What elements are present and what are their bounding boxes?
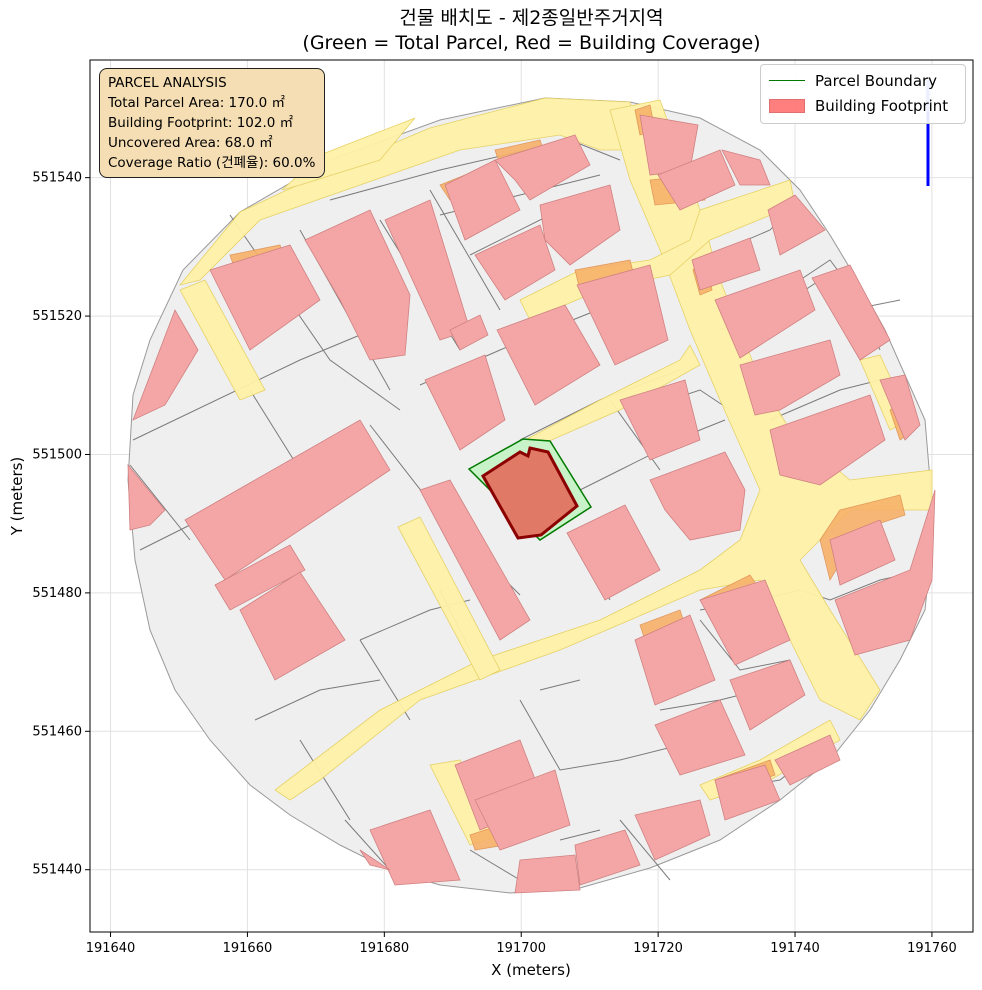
legend-item-parcel-boundary: Parcel Boundary bbox=[769, 68, 957, 93]
map-layers bbox=[127, 76, 936, 894]
x-ticks: 191640 191660 191680 191700 191720 191740 1917… bbox=[86, 932, 957, 956]
x-tick-label: 191680 bbox=[360, 941, 410, 956]
info-total-parcel-area: Total Parcel Area: 170.0 ㎡ bbox=[108, 95, 285, 111]
parcel-analysis-box: PARCEL ANALYSIS Total Parcel Area: 170.0… bbox=[99, 68, 325, 178]
buildings bbox=[127, 114, 936, 894]
legend: Parcel Boundary Building Footprint bbox=[760, 64, 966, 124]
x-tick-label: 191640 bbox=[86, 941, 136, 956]
info-coverage-ratio: Coverage Ratio (건폐율): 60.0% bbox=[108, 155, 316, 171]
y-ticks: 551440 551460 551480 551500 551520 551540 bbox=[32, 171, 90, 878]
legend-patch-swatch bbox=[769, 98, 805, 113]
x-tick-label: 191660 bbox=[223, 941, 273, 956]
y-tick-label: 551520 bbox=[32, 309, 82, 324]
legend-label: Parcel Boundary bbox=[815, 71, 938, 90]
y-tick-label: 551500 bbox=[32, 447, 82, 462]
legend-label: Building Footprint bbox=[815, 96, 949, 115]
chart-title: 건물 배치도 - 제2종일반주거지역 bbox=[399, 7, 664, 29]
y-tick-label: 551440 bbox=[32, 863, 82, 878]
target-parcel-group bbox=[467, 438, 593, 541]
y-tick-label: 551460 bbox=[32, 724, 82, 739]
target-building-footprint[interactable] bbox=[481, 446, 579, 540]
info-building-footprint: Building Footprint: 102.0 ㎡ bbox=[108, 115, 294, 131]
x-tick-label: 191700 bbox=[496, 941, 546, 956]
y-tick-label: 551540 bbox=[32, 171, 82, 186]
axes-frame bbox=[89, 59, 974, 933]
legend-line-swatch bbox=[769, 80, 805, 81]
x-tick-label: 191760 bbox=[907, 941, 957, 956]
legend-item-building-footprint: Building Footprint bbox=[769, 93, 957, 118]
info-uncovered-area: Uncovered Area: 68.0 ㎡ bbox=[108, 135, 273, 151]
x-axis-label: X (meters) bbox=[491, 961, 571, 979]
y-axis-label: Y (meters) bbox=[8, 457, 26, 537]
chart-subtitle: (Green = Total Parcel, Red = Building Co… bbox=[302, 32, 761, 54]
y-tick-label: 551480 bbox=[32, 586, 82, 601]
info-heading: PARCEL ANALYSIS bbox=[108, 75, 227, 91]
x-tick-label: 191740 bbox=[770, 941, 820, 956]
x-tick-label: 191720 bbox=[633, 941, 683, 956]
